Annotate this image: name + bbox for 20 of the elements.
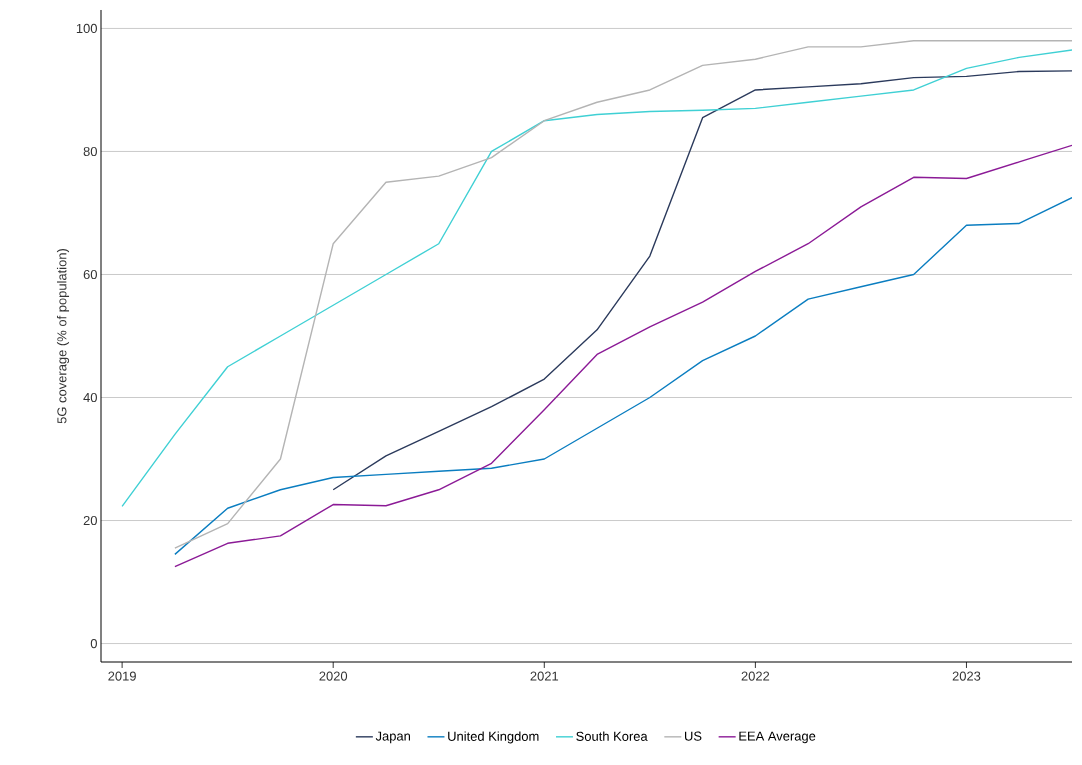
line-series xyxy=(174,196,1073,556)
y-tick-label: 20 xyxy=(83,515,97,526)
x-tick-label: 2022 xyxy=(741,671,770,681)
legend-label: Japan xyxy=(375,731,410,744)
legend-label: US xyxy=(685,731,702,741)
x-tick-label: 2021 xyxy=(530,671,559,681)
legend-label: United Kingdom xyxy=(448,731,539,744)
line-series xyxy=(174,144,1073,568)
y-tick-label: 60 xyxy=(83,269,97,280)
y-tick-label: 0 xyxy=(90,638,97,649)
legend-label: South Korea xyxy=(576,731,648,741)
line-series xyxy=(332,70,1073,491)
y-tick-label: 40 xyxy=(83,392,97,403)
y-axis-title: 5G coverage (% of population) xyxy=(56,248,70,424)
legend-label: EEA Average xyxy=(739,731,816,744)
y-tick-label: 100 xyxy=(76,23,97,34)
x-tick-label: 2020 xyxy=(319,671,348,681)
x-tick-label: 2023 xyxy=(952,671,981,681)
y-tick-label: 80 xyxy=(83,146,97,157)
x-tick-label: 2019 xyxy=(108,671,136,681)
